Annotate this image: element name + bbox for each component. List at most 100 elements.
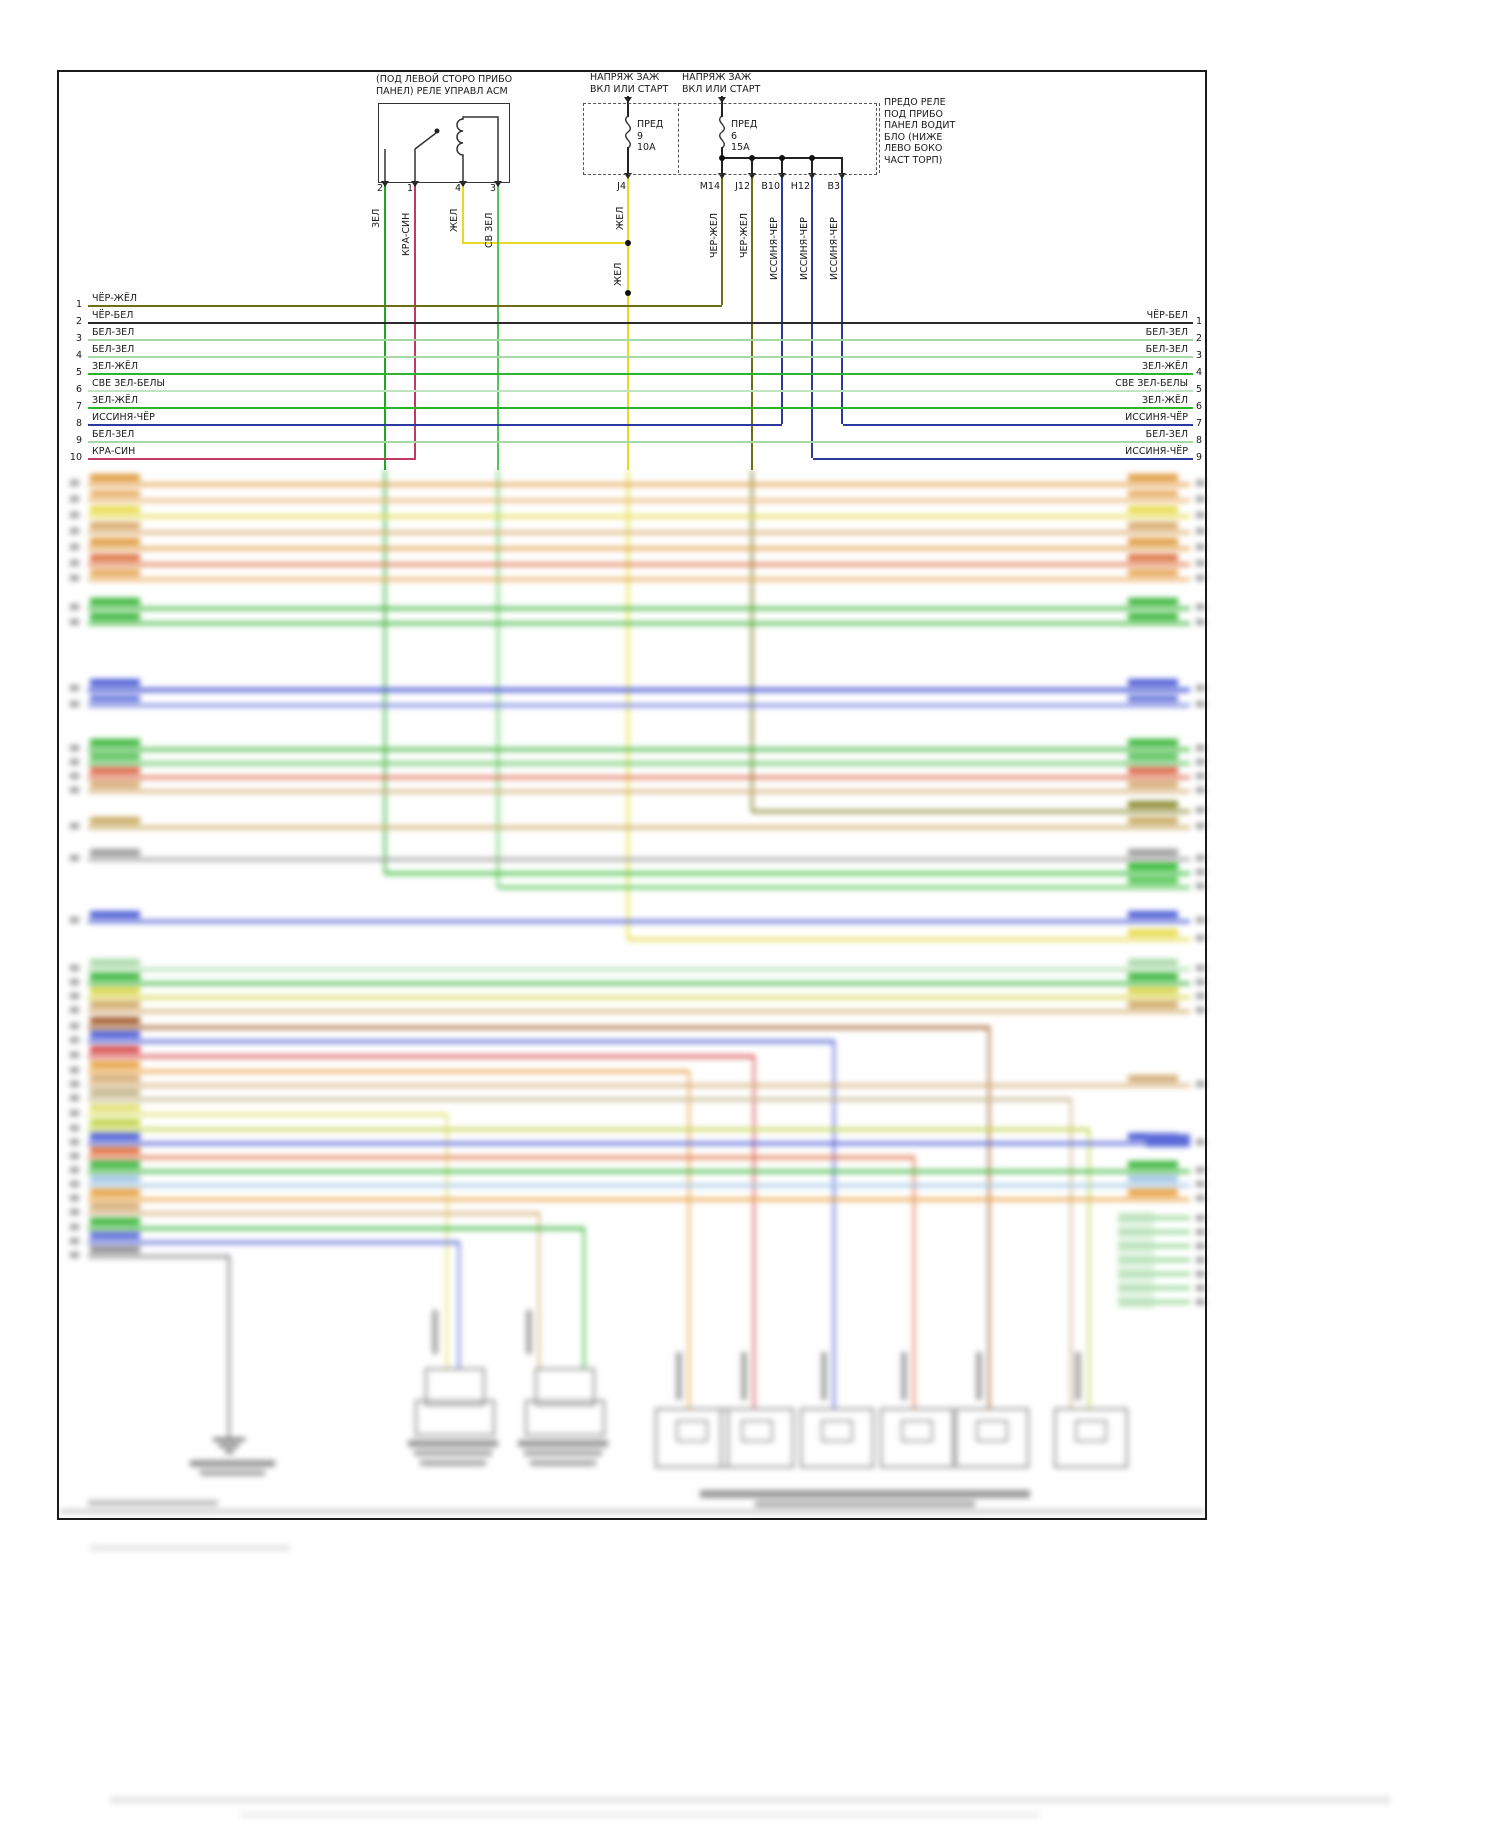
wire xyxy=(88,1241,460,1244)
arrow-down xyxy=(718,173,726,179)
wire-row-line xyxy=(88,424,782,426)
wire xyxy=(741,1420,773,1442)
blurred-number xyxy=(70,1023,79,1029)
wire xyxy=(583,1227,585,1368)
blurred-number xyxy=(1196,917,1205,923)
wire xyxy=(88,776,1190,779)
blurred-number xyxy=(70,1139,79,1145)
arrow-down xyxy=(718,97,726,103)
blurred-label xyxy=(90,1218,140,1225)
arrow-down xyxy=(411,181,419,187)
blurred-label xyxy=(90,1161,140,1168)
relay-wire-yellow-branch xyxy=(462,242,629,244)
row-number: 5 xyxy=(1196,384,1203,395)
blurred-number xyxy=(70,1095,79,1101)
wire-color-label: ЗЕЛ xyxy=(371,208,382,228)
wire xyxy=(88,968,1190,971)
blurred-label xyxy=(1128,877,1178,884)
fuse-rating: 10А xyxy=(637,142,656,153)
blurred-number xyxy=(70,1167,79,1173)
blurred-label xyxy=(90,538,140,545)
blurred-label xyxy=(90,522,140,529)
wire xyxy=(88,547,1190,550)
arrow-down xyxy=(748,173,756,179)
component-symbol xyxy=(880,1408,954,1468)
fuse-number: 9 xyxy=(637,130,644,142)
relay-wire-green xyxy=(384,181,386,470)
row-number: 7 xyxy=(75,401,82,412)
wire xyxy=(458,1241,460,1368)
wire xyxy=(88,858,1190,861)
wire xyxy=(1146,1134,1190,1147)
wire xyxy=(751,157,753,173)
blurred-label xyxy=(90,554,140,561)
blurred-number xyxy=(70,701,79,707)
relay-label: (ПОД ЛЕВОЙ СТОРО ПРИБО ПАНЕЛ) РЕЛЕ УПРАВ… xyxy=(376,74,512,97)
arrow-down xyxy=(459,181,467,187)
blurred-label xyxy=(1128,863,1178,870)
blurred-number xyxy=(70,759,79,765)
wire xyxy=(88,515,1190,518)
wire-color-label: БЕЛ-ЗЕЛ xyxy=(92,327,135,338)
wire xyxy=(627,103,629,117)
blurred-label xyxy=(90,490,140,497)
wire xyxy=(408,1440,498,1447)
wire xyxy=(1154,1287,1190,1289)
blurred-number xyxy=(1196,745,1205,751)
wire xyxy=(240,1812,1040,1818)
wire xyxy=(627,147,629,173)
wire-color-label: БЕЛ-ЗЕЛ xyxy=(92,344,135,355)
row-number: 8 xyxy=(1196,435,1203,446)
wire xyxy=(988,1026,990,1408)
wire xyxy=(1196,1215,1205,1221)
blurred-number xyxy=(1196,993,1205,999)
blurred-number xyxy=(70,1052,79,1058)
wire xyxy=(721,103,723,117)
wire xyxy=(88,826,1190,829)
row-number: 5 xyxy=(75,367,82,378)
wire-color-label: ИССИНЯ-ЧЁР xyxy=(1125,446,1188,457)
blurred-number xyxy=(70,604,79,610)
blurred-label xyxy=(1128,1189,1178,1196)
row-number: 9 xyxy=(75,435,82,446)
note-line: ЧАСТ ТОРП) xyxy=(884,154,943,166)
blurred-label xyxy=(90,613,140,620)
blurred-label xyxy=(1128,679,1178,686)
wire xyxy=(1118,1213,1154,1223)
wire xyxy=(385,872,1190,875)
relay-wire-red-blue xyxy=(414,181,416,458)
blurred-label xyxy=(90,1046,140,1053)
note-line: ПОД ПРИБО xyxy=(884,108,944,120)
blurred-number xyxy=(1196,685,1205,691)
arrow-down xyxy=(381,181,389,187)
relay-label-line1: (ПОД ЛЕВОЙ СТОРО ПРИБО xyxy=(376,74,513,85)
blurred-label xyxy=(90,1133,140,1140)
blurred-label xyxy=(90,1147,140,1154)
row-number: 8 xyxy=(75,418,82,429)
relay-pin-number: 3 xyxy=(489,183,496,194)
wire-color-label: СВ ЗЕЛ xyxy=(484,212,495,248)
blurred-label xyxy=(1128,781,1178,788)
wire xyxy=(90,1545,290,1551)
blurred-label xyxy=(90,598,140,605)
blurred-number xyxy=(1196,1167,1205,1173)
arrow-down xyxy=(624,97,632,103)
wire-color-label: БЕЛ-ЗЕЛ xyxy=(1145,327,1188,338)
note-line: ЛЕВО БОКО xyxy=(884,143,943,154)
wire-color-label: ЖЁЛ xyxy=(449,208,460,232)
relay-pin-number: 2 xyxy=(376,183,383,194)
speaker-symbol xyxy=(415,1400,495,1436)
wire-color-label: БЕЛ-ЗЕЛ xyxy=(92,429,135,440)
wire xyxy=(753,1055,755,1408)
wire xyxy=(110,1796,1390,1804)
junction-dot xyxy=(625,290,631,296)
blurred-number xyxy=(70,1110,79,1116)
wire xyxy=(498,886,1190,889)
arrow-down xyxy=(808,173,816,179)
relay-wire-lt-green xyxy=(497,181,499,470)
wire xyxy=(88,1142,1190,1145)
wire xyxy=(414,1450,492,1456)
wire xyxy=(676,1352,682,1400)
diagram-frame xyxy=(57,70,1207,1520)
